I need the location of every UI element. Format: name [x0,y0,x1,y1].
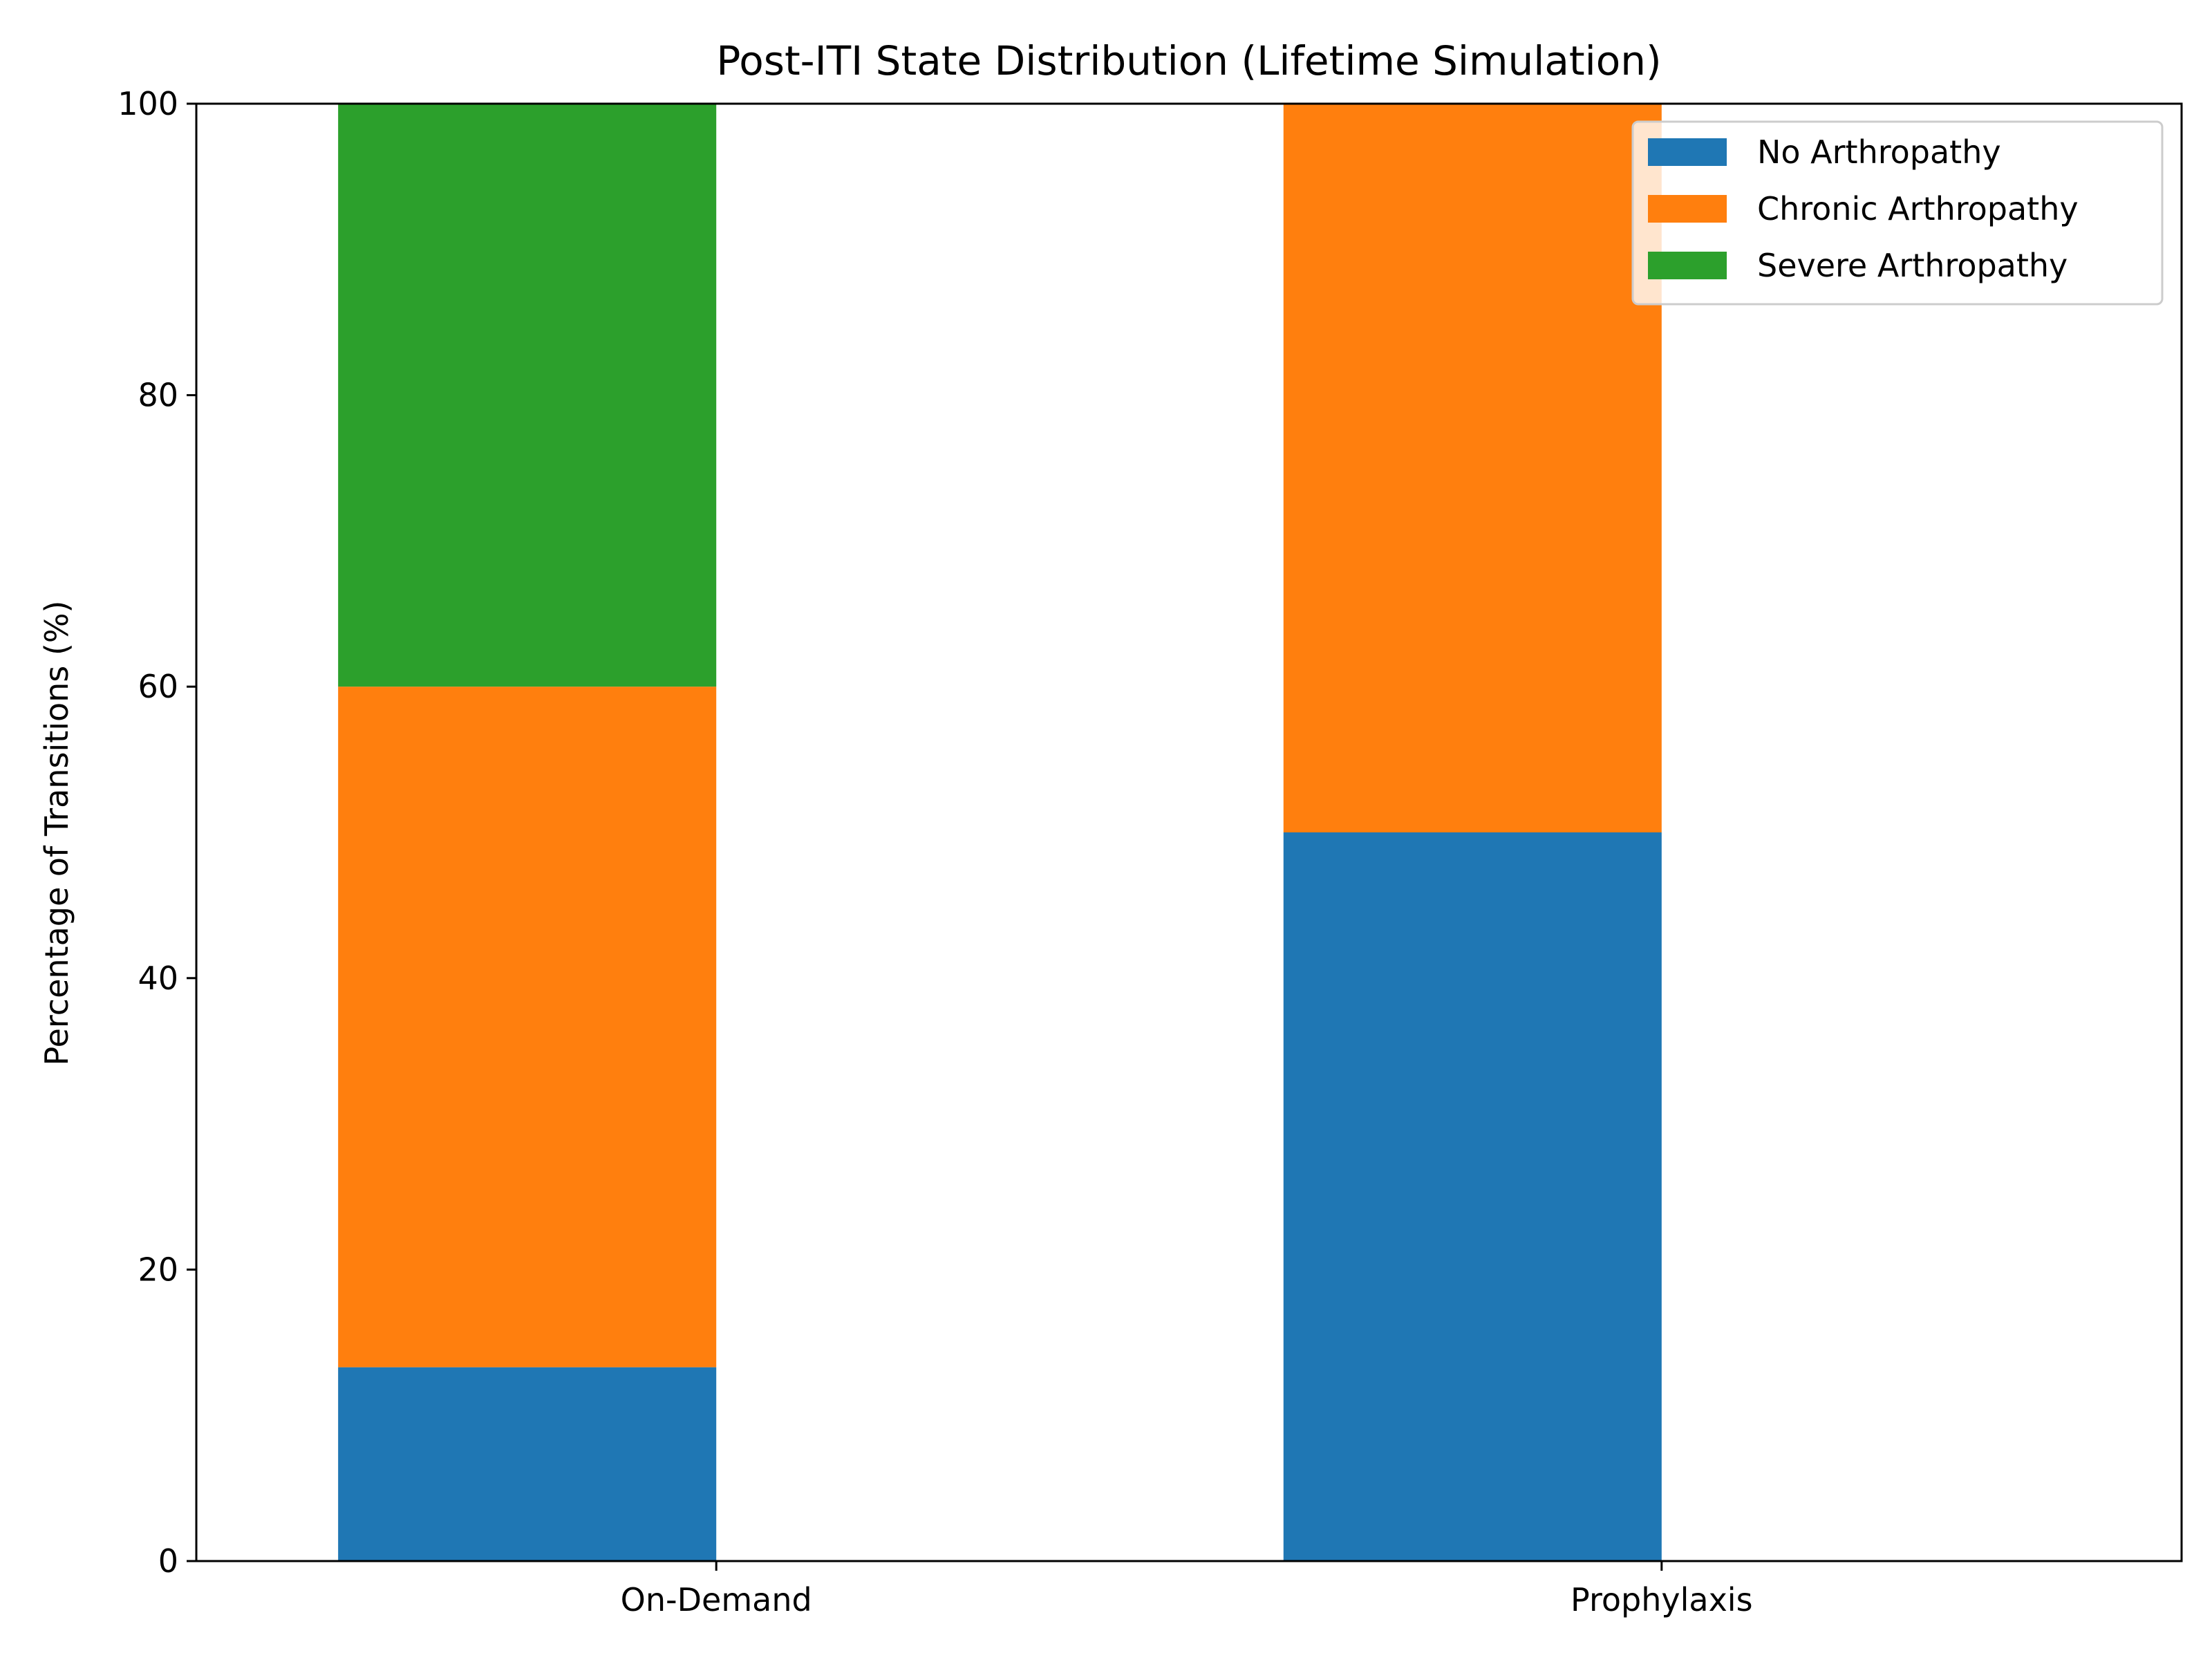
x-axis: On-Demand Prophylaxis [621,1561,1753,1618]
y-tick-label: 60 [138,668,178,705]
y-axis: 0 20 40 60 80 100 [118,85,196,1580]
legend-box [1631,120,2164,306]
y-tick-label: 80 [138,377,178,414]
x-tick-label: On-Demand [621,1581,812,1618]
legend-label-no-arthropathy: No Arthropathy [1757,133,2001,171]
legend-label-chronic-arthropathy: Chronic Arthropathy [1757,190,2079,227]
bar-on-demand-chronic-arthropathy [338,687,717,1367]
bar-on-demand-no-arthropathy [338,1367,717,1561]
y-tick-label: 20 [138,1251,178,1288]
legend-swatch-chronic-arthropathy [1648,195,1727,223]
bars-layer [338,104,1662,1561]
plot-area-frame [195,102,2183,1562]
bar-prophylaxis-chronic-arthropathy [1283,104,1662,832]
y-axis-label: Percentage of Transitions (%) [38,601,75,1066]
legend: No Arthropathy Chronic Arthropathy Severe … [1631,120,2164,306]
bar-prophylaxis-no-arthropathy [1283,832,1662,1561]
legend-swatch-no-arthropathy [1648,138,1727,166]
y-tick-label: 0 [158,1542,178,1580]
bar-on-demand-severe-arthropathy [338,104,717,687]
legend-swatch-severe-arthropathy [1648,252,1727,279]
chart-title: Post-ITI State Distribution (Lifetime Si… [716,37,1661,84]
y-tick-label: 40 [138,960,178,997]
x-tick-label: Prophylaxis [1571,1581,1753,1618]
y-tick-label: 100 [118,85,178,122]
legend-label-severe-arthropathy: Severe Arthropathy [1757,247,2068,284]
